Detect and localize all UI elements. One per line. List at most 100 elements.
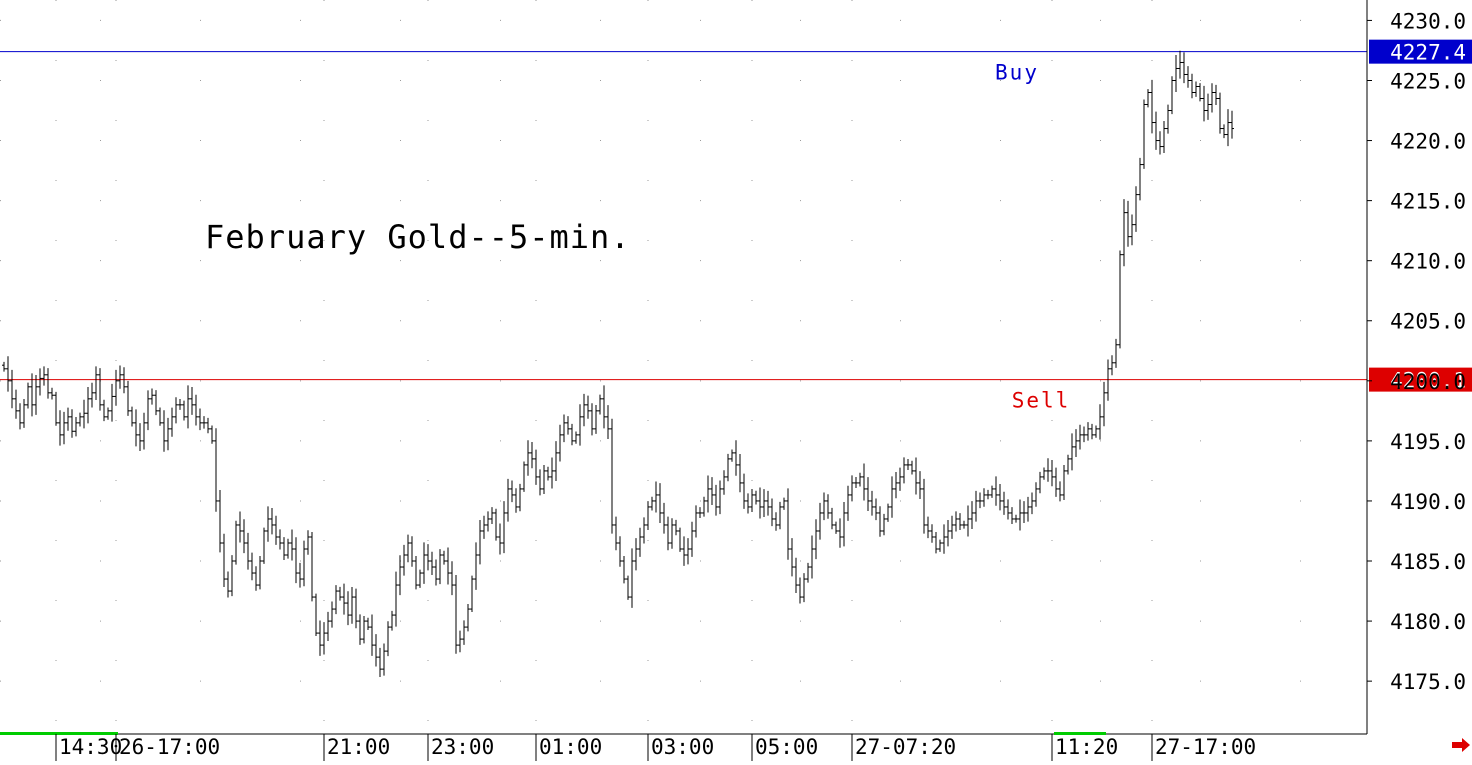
scroll-right-arrow-icon[interactable] bbox=[1452, 738, 1470, 752]
price-bar bbox=[1070, 433, 1074, 471]
price-bar bbox=[966, 505, 970, 537]
price-bar bbox=[1006, 499, 1010, 520]
price-bar bbox=[1170, 76, 1174, 115]
price-bar bbox=[1122, 199, 1126, 267]
price-bar bbox=[1142, 99, 1146, 169]
price-bar bbox=[770, 498, 774, 527]
price-bar bbox=[650, 496, 654, 511]
price-bar bbox=[542, 465, 546, 494]
price-bar bbox=[478, 520, 482, 565]
price-bar bbox=[970, 501, 974, 530]
price-bar bbox=[526, 440, 530, 476]
price-bar bbox=[470, 575, 474, 612]
price-bar bbox=[1138, 157, 1142, 201]
price-bar bbox=[94, 366, 98, 401]
price-bar bbox=[610, 418, 614, 534]
price-bar bbox=[1082, 426, 1086, 443]
price-bar bbox=[290, 529, 294, 561]
price-bar bbox=[622, 555, 626, 584]
y-tick-label: 4230.0 bbox=[1390, 9, 1466, 33]
price-bar bbox=[934, 531, 938, 554]
price-bar bbox=[150, 388, 154, 405]
price-bar bbox=[1158, 131, 1162, 155]
price-bar bbox=[714, 484, 718, 516]
price-bar bbox=[394, 571, 398, 627]
price-bar bbox=[402, 544, 406, 576]
grid-layer bbox=[0, 0, 1367, 734]
price-bar bbox=[170, 407, 174, 437]
price-bar bbox=[706, 475, 710, 513]
price-bar bbox=[914, 457, 918, 495]
price-bar bbox=[1086, 422, 1090, 441]
x-tick-label: 01:00 bbox=[539, 735, 602, 759]
price-bar bbox=[1018, 499, 1022, 531]
y-tick-label: 4195.0 bbox=[1390, 430, 1466, 454]
price-bar bbox=[1054, 467, 1058, 497]
price-bar bbox=[346, 591, 350, 626]
price-bar bbox=[142, 412, 146, 450]
price-bar bbox=[882, 513, 886, 536]
price-bar bbox=[190, 387, 194, 415]
price-bar bbox=[18, 403, 22, 430]
x-tick-label: 27-17:00 bbox=[1155, 735, 1256, 759]
price-bar bbox=[450, 561, 454, 596]
price-bar bbox=[574, 431, 578, 444]
price-bar bbox=[678, 527, 682, 552]
price-bar bbox=[258, 555, 262, 590]
price-bar bbox=[654, 481, 658, 513]
level-lines-layer: Buy 4227.4 Sell 4200.1 bbox=[0, 39, 1472, 413]
price-bar bbox=[858, 472, 862, 487]
buy-label: Buy bbox=[995, 61, 1039, 85]
y-tick-label: 4215.0 bbox=[1390, 190, 1466, 214]
price-bar bbox=[710, 477, 714, 506]
price-bar bbox=[414, 555, 418, 590]
price-bar bbox=[642, 517, 646, 544]
price-bar bbox=[634, 538, 638, 571]
price-bar bbox=[774, 512, 778, 531]
price-bar bbox=[158, 407, 162, 426]
price-bar bbox=[138, 423, 142, 451]
price-bar bbox=[558, 424, 562, 462]
price-bar bbox=[686, 538, 690, 565]
price-bar bbox=[1030, 492, 1034, 515]
price-bar bbox=[1194, 81, 1198, 97]
price-bar bbox=[954, 511, 958, 532]
price-bar bbox=[910, 460, 914, 475]
x-tick-label: 21:00 bbox=[327, 735, 390, 759]
price-bar bbox=[422, 542, 426, 584]
price-bar bbox=[246, 532, 250, 570]
price-bar bbox=[862, 463, 866, 501]
price-bar bbox=[166, 417, 170, 451]
price-bar bbox=[98, 368, 102, 411]
price-bar bbox=[1042, 467, 1046, 480]
price-bar bbox=[2, 361, 6, 372]
price-bar bbox=[906, 459, 910, 470]
price-bar bbox=[1034, 482, 1038, 507]
price-bar bbox=[454, 574, 458, 654]
price-bar bbox=[1198, 83, 1202, 102]
price-bar bbox=[66, 407, 70, 431]
price-bar bbox=[438, 549, 442, 585]
price-bar bbox=[782, 497, 786, 510]
price-bar bbox=[434, 559, 438, 586]
price-bar bbox=[430, 551, 434, 575]
price-bar bbox=[178, 398, 182, 410]
price-bar bbox=[942, 524, 946, 554]
price-bar bbox=[90, 382, 94, 408]
price-bar bbox=[46, 368, 50, 399]
price-bar bbox=[1182, 52, 1186, 84]
price-bar bbox=[778, 501, 782, 530]
price-bar bbox=[854, 477, 858, 488]
price-bar bbox=[386, 621, 390, 657]
price-bar bbox=[806, 562, 810, 583]
price-bar bbox=[522, 461, 526, 492]
price-bar bbox=[958, 513, 962, 531]
price-bar bbox=[698, 507, 702, 519]
y-tick-label: 4205.0 bbox=[1390, 310, 1466, 334]
price-bar bbox=[606, 405, 610, 439]
price-bar bbox=[1226, 109, 1230, 147]
price-bar bbox=[366, 617, 370, 630]
price-bar bbox=[382, 643, 386, 676]
price-bar bbox=[506, 478, 510, 522]
x-tick-label: 14:30 bbox=[59, 735, 122, 759]
